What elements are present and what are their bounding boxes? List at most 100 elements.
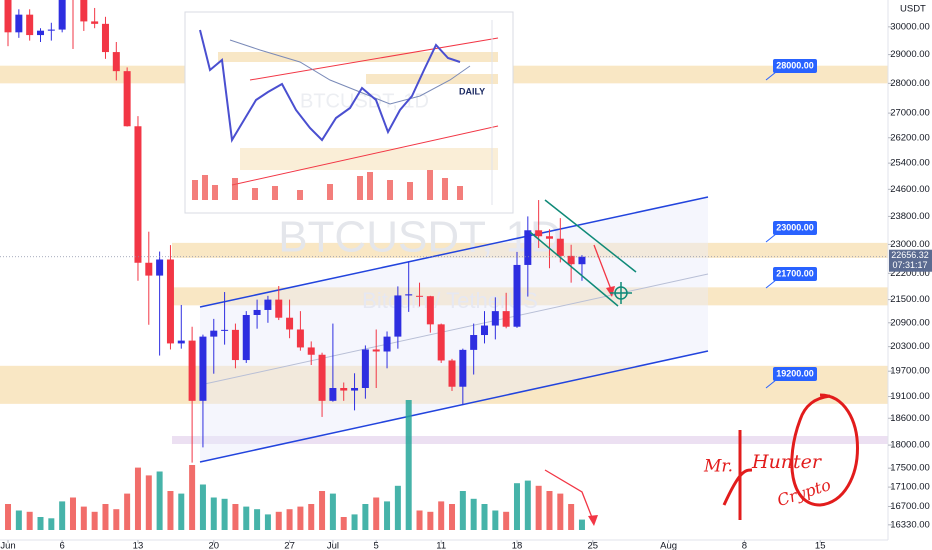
candle-body (253, 309, 261, 315)
volume-bar (264, 514, 271, 530)
volume-arrow (544, 469, 594, 521)
inset-label: DAILY (459, 86, 485, 96)
inset-band (240, 148, 498, 170)
candle-body (394, 295, 402, 337)
volume-bar (297, 506, 304, 530)
candle-body (177, 340, 185, 344)
volume-bar (156, 471, 163, 530)
candle-body (58, 0, 66, 30)
currency-label: USDT (900, 4, 926, 15)
inset-line (231, 125, 499, 186)
volume-bar (69, 497, 76, 530)
x-tick-label: 11 (436, 541, 446, 550)
volume-bar (438, 501, 445, 530)
volume-bar (384, 501, 391, 530)
volume-bar (199, 484, 206, 530)
y-tick-label: 25400.00 (890, 158, 930, 169)
candle-body (4, 0, 12, 33)
last-price-box (889, 249, 932, 272)
zone-pointer (765, 279, 777, 289)
y-tick-label: 20300.00 (890, 341, 930, 352)
y-tick-label: 29000.00 (890, 49, 930, 60)
volume-bar (449, 504, 456, 530)
channel-upper (199, 196, 709, 308)
candle-body (231, 329, 239, 361)
candle-body (351, 388, 359, 391)
candle-body (556, 238, 564, 256)
candle-body (340, 388, 348, 391)
y-tick-label: 19700.00 (890, 366, 930, 377)
candle-body (145, 262, 153, 276)
volume-bar (427, 511, 434, 530)
zone-pointer (765, 233, 777, 243)
price-axis (888, 0, 932, 550)
volume-bar (5, 504, 12, 530)
volume-bar (308, 504, 315, 530)
volume-bar (481, 504, 488, 530)
candle-body (372, 349, 380, 352)
candle-body (329, 388, 337, 401)
countdown: 07:31:17 (892, 260, 927, 270)
candle-body (199, 336, 207, 401)
zone-label-box (773, 59, 817, 73)
candle-body (156, 259, 164, 276)
inset-price (199, 29, 461, 143)
candle-body (242, 314, 250, 361)
candle-body (112, 52, 120, 72)
candle-body (37, 30, 45, 36)
y-tick-label: 22200.00 (890, 268, 930, 279)
candle-body (405, 294, 413, 296)
x-tick-label: 18 (512, 541, 523, 550)
wedge-lower (529, 231, 619, 307)
candle-body (123, 71, 131, 127)
x-tick-label: Jul (327, 541, 339, 550)
x-tick-label: 25 (588, 541, 599, 550)
zone-label: 28000.00 (776, 60, 814, 70)
candle-body (80, 0, 88, 22)
candle-body (296, 329, 304, 348)
y-tick-label: 18600.00 (890, 413, 930, 424)
volume-bar (178, 493, 185, 530)
y-tick-label: 24600.00 (890, 184, 930, 195)
volume-bar (416, 510, 423, 530)
axes: 30000.00 29000.00 28000.00 27000.00 26200.00… (0, 21, 932, 550)
zone-label-box (773, 367, 817, 381)
candle-body (101, 23, 109, 53)
candle-body (361, 349, 369, 389)
x-tick-label: Jun (0, 541, 15, 550)
y-tick-label: 21500.00 (890, 294, 930, 305)
x-tick-label: 27 (284, 541, 295, 550)
candle-body (535, 230, 543, 237)
volume-bar (546, 491, 553, 530)
zone-pointer (765, 379, 777, 389)
y-tick-label: 23800.00 (890, 211, 930, 222)
volume-bar (470, 498, 477, 530)
candle-body (502, 311, 510, 327)
candle-body (26, 14, 34, 36)
candle-body (264, 299, 272, 310)
candle-body (210, 330, 218, 337)
volume-bar (189, 465, 196, 530)
x-tick-label: Aug (660, 541, 677, 550)
zone-pointer (765, 71, 777, 81)
candle-body (437, 324, 445, 361)
candle-body (448, 360, 456, 387)
x-tick-label: 5 (374, 541, 379, 550)
volume-bar (48, 518, 55, 530)
y-tick-label: 23000.00 (890, 239, 930, 250)
y-tick-label: 20900.00 (890, 317, 930, 328)
candle-body (47, 29, 55, 31)
inset-band (218, 52, 498, 62)
volume-bar (221, 498, 228, 530)
candle-body (275, 299, 283, 318)
channel-lower (199, 350, 709, 463)
y-tick-label: 18000.00 (890, 440, 930, 451)
volume-bar (351, 514, 358, 530)
candle-body (416, 295, 424, 297)
volume-bar (568, 504, 575, 530)
volume-arrow-head (588, 515, 598, 526)
candle-body (481, 325, 489, 336)
volume-bar (492, 510, 499, 530)
zone (172, 287, 888, 306)
